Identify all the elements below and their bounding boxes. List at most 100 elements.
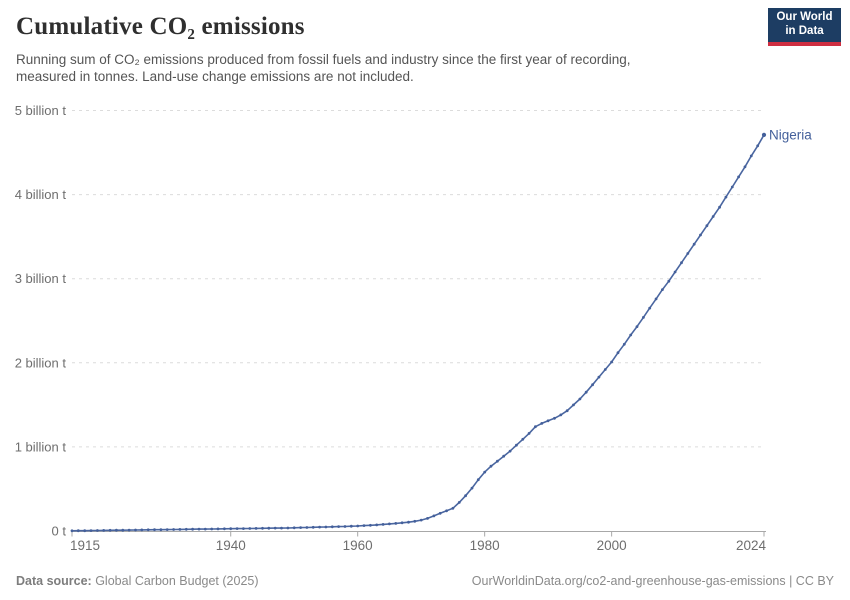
data-point bbox=[140, 528, 144, 532]
data-point bbox=[419, 518, 423, 522]
data-point bbox=[203, 527, 207, 531]
data-point bbox=[343, 525, 347, 528]
footer-link[interactable]: OurWorldinData.org/co2-and-greenhouse-ga… bbox=[471, 574, 834, 588]
data-point bbox=[464, 494, 467, 498]
chart-subtitle-line1: Running sum of CO₂ emissions produced fr… bbox=[16, 52, 631, 67]
data-point bbox=[267, 526, 271, 530]
data-point bbox=[515, 443, 518, 447]
data-point bbox=[673, 270, 677, 274]
data-point bbox=[242, 527, 245, 530]
data-point bbox=[165, 528, 169, 531]
data-point bbox=[292, 526, 296, 530]
data-point bbox=[381, 523, 385, 526]
data-point bbox=[476, 478, 480, 482]
chart-subtitle-line2: measured in tonnes. Land-use change emis… bbox=[16, 69, 414, 85]
data-point bbox=[356, 524, 360, 528]
data-point bbox=[597, 375, 601, 379]
data-point bbox=[330, 525, 334, 529]
data-point bbox=[667, 279, 671, 283]
data-point bbox=[273, 526, 277, 530]
data-point bbox=[451, 506, 455, 510]
data-point bbox=[718, 205, 721, 209]
owid-logo[interactable]: Our World in Data bbox=[768, 8, 841, 46]
y-tick-label: 2 billion t bbox=[15, 355, 67, 370]
data-point bbox=[540, 422, 544, 425]
data-point bbox=[400, 521, 404, 525]
data-point bbox=[591, 383, 594, 387]
data-point bbox=[642, 316, 645, 319]
data-point bbox=[648, 306, 652, 310]
data-point bbox=[254, 527, 258, 530]
data-point bbox=[83, 529, 87, 533]
data-point bbox=[654, 297, 658, 301]
data-point bbox=[603, 368, 607, 371]
data-point bbox=[616, 351, 620, 355]
data-point bbox=[229, 527, 233, 531]
data-point bbox=[318, 525, 321, 529]
data-point bbox=[375, 523, 379, 527]
y-tick-label: 3 billion t bbox=[15, 271, 67, 286]
data-point bbox=[76, 529, 80, 533]
data-point bbox=[508, 449, 512, 453]
data-point bbox=[438, 511, 442, 515]
data-point bbox=[349, 524, 353, 528]
data-point bbox=[362, 524, 366, 527]
data-point bbox=[407, 520, 410, 524]
data-point bbox=[305, 526, 309, 529]
data-point bbox=[743, 165, 747, 169]
data-point bbox=[502, 454, 506, 458]
x-tick-label: 1940 bbox=[216, 538, 246, 553]
data-point bbox=[432, 514, 436, 518]
data-point bbox=[426, 517, 429, 520]
y-tick-label: 1 billion t bbox=[15, 439, 67, 454]
data-point bbox=[299, 526, 302, 529]
data-point bbox=[527, 432, 531, 435]
owid-logo-line1: Our World bbox=[776, 11, 833, 24]
data-point bbox=[584, 390, 588, 394]
data-point bbox=[711, 215, 715, 218]
chart-subtitle: Running sum of CO₂ emissions produced fr… bbox=[16, 51, 726, 86]
data-point bbox=[115, 528, 118, 532]
data-point bbox=[610, 360, 613, 364]
data-source: Data source: Global Carbon Budget (2025) bbox=[16, 574, 259, 588]
data-point bbox=[223, 527, 226, 531]
data-point bbox=[629, 333, 633, 337]
data-point bbox=[248, 527, 252, 530]
data-point bbox=[96, 529, 99, 532]
data-point bbox=[102, 529, 106, 532]
data-point bbox=[159, 528, 163, 532]
data-point bbox=[534, 425, 537, 429]
data-point bbox=[686, 252, 690, 255]
data-point bbox=[559, 413, 563, 417]
data-point bbox=[730, 185, 734, 189]
series-endpoint bbox=[761, 132, 767, 137]
x-tick-label: 1980 bbox=[470, 538, 500, 553]
data-point bbox=[172, 528, 176, 531]
data-point bbox=[324, 525, 328, 529]
data-point bbox=[369, 523, 372, 527]
data-point bbox=[578, 397, 582, 401]
y-tick-label: 4 billion t bbox=[15, 187, 67, 202]
data-point bbox=[184, 527, 188, 531]
entity-label: Nigeria bbox=[769, 127, 812, 142]
x-tick-label: 1915 bbox=[70, 538, 100, 553]
y-tick-label: 5 billion t bbox=[15, 103, 67, 118]
data-point bbox=[197, 527, 201, 531]
x-tick-label: 1960 bbox=[343, 538, 373, 553]
data-point bbox=[661, 288, 664, 291]
data-point bbox=[756, 144, 760, 148]
data-point bbox=[489, 464, 493, 468]
data-point bbox=[565, 409, 569, 413]
data-point bbox=[210, 527, 214, 531]
data-point bbox=[153, 528, 156, 532]
data-point bbox=[496, 459, 499, 463]
data-point bbox=[445, 509, 448, 513]
data-point bbox=[413, 519, 417, 523]
data-point bbox=[470, 486, 474, 490]
data-point bbox=[191, 527, 195, 531]
x-tick-label: 2024 bbox=[736, 538, 767, 553]
y-tick-label: 0 t bbox=[52, 524, 67, 539]
owid-logo-line2: in Data bbox=[785, 25, 824, 37]
chart-title: Cumulative CO₂ emissions bbox=[16, 13, 305, 40]
data-point bbox=[680, 261, 683, 265]
